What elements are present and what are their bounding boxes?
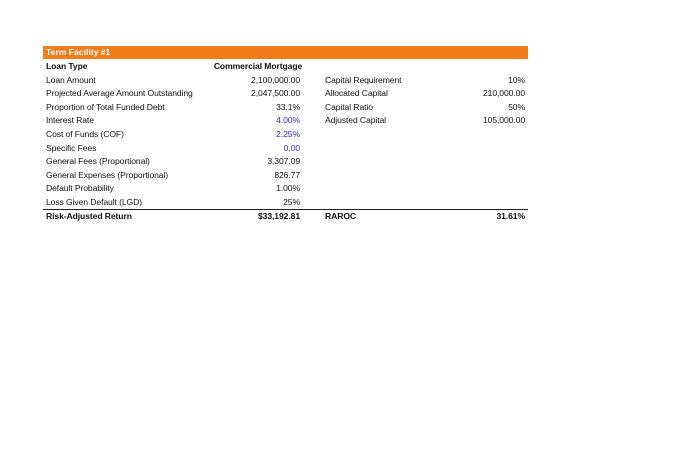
right-value: 210,000.00 bbox=[482, 88, 525, 99]
row-value: 826.77 bbox=[274, 169, 300, 180]
row-value: 3,307.09 bbox=[267, 156, 300, 167]
row-label: Specific Fees bbox=[46, 142, 97, 153]
row-label: General Expenses (Proportional) bbox=[46, 169, 169, 180]
right-label: Capital Requirement bbox=[325, 74, 402, 85]
right-value: 10% bbox=[508, 74, 525, 85]
row-label: Projected Average Amount Outstanding bbox=[46, 88, 193, 99]
right-value: 105,000.00 bbox=[482, 115, 525, 126]
row-label: Default Probability bbox=[46, 183, 114, 194]
row-value: 2.25% bbox=[276, 129, 300, 139]
total-right-label: RAROC bbox=[325, 210, 357, 221]
row-value: 1.00% bbox=[276, 183, 300, 194]
row-label: Interest Rate bbox=[46, 115, 94, 126]
right-label: Adjusted Capital bbox=[325, 115, 386, 126]
title: Term Facility #1 bbox=[46, 47, 111, 57]
row-label: Cost of Funds (COF) bbox=[46, 129, 124, 139]
right-label: Allocated Capital bbox=[325, 88, 388, 99]
title-bar: Term Facility #1 bbox=[43, 46, 528, 59]
row-value: 0.00 bbox=[283, 142, 300, 153]
row-value: 4.00% bbox=[276, 115, 300, 126]
total-value: $33,192.81 bbox=[257, 210, 300, 221]
right-value: 50% bbox=[508, 101, 525, 112]
row-label: Proportion of Total Funded Debt bbox=[46, 101, 165, 112]
total-rule bbox=[43, 209, 528, 210]
row-label: General Fees (Proportional) bbox=[46, 156, 150, 167]
row-value: 33.1% bbox=[276, 101, 300, 112]
row-label: Loss Given Default (LGD) bbox=[46, 197, 142, 207]
header-label: Loan Type bbox=[46, 61, 88, 71]
total-label: Risk-Adjusted Return bbox=[46, 210, 132, 221]
right-label: Capital Ratio bbox=[325, 101, 373, 112]
row-value: 2,047,500.00 bbox=[251, 88, 300, 99]
row-value: 25% bbox=[283, 197, 300, 207]
header-value: Commercial Mortgage bbox=[213, 61, 303, 71]
total-right-value: 31.61% bbox=[496, 210, 525, 221]
row-value: 2,100,000.00 bbox=[251, 74, 300, 85]
row-label: Loan Amount bbox=[46, 74, 96, 85]
